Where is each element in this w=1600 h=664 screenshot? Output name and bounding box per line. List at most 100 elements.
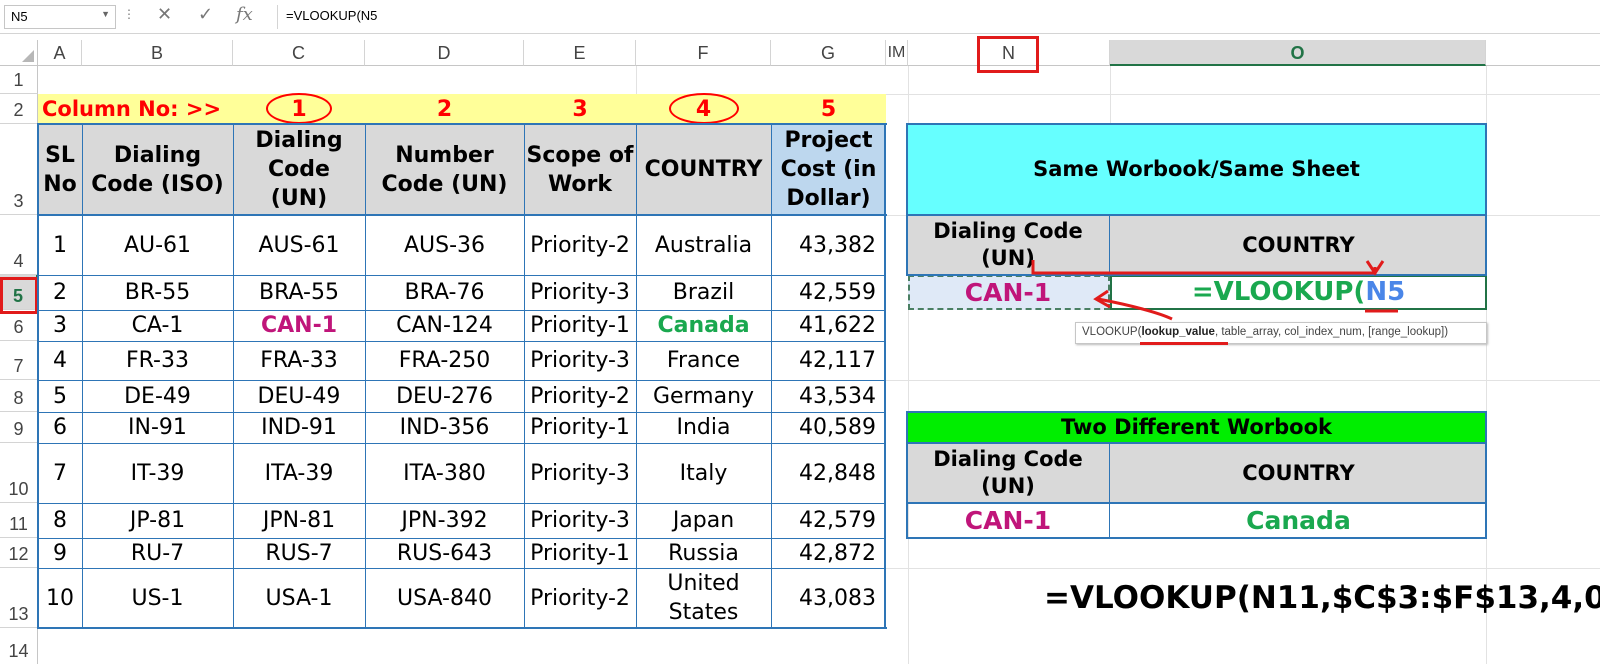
table-cell[interactable]: Priority-1	[530, 313, 630, 338]
table-cell[interactable]: 9	[53, 540, 67, 566]
column-header-o[interactable]: O	[1110, 40, 1486, 66]
table-cell[interactable]: 2	[53, 280, 67, 305]
table-cell[interactable]: 7	[53, 460, 67, 486]
row-header-8[interactable]: 8	[0, 380, 38, 412]
table-cell[interactable]: CA-1	[131, 313, 184, 338]
table-cell[interactable]: US-1	[131, 585, 184, 611]
table-cell[interactable]: United States	[667, 571, 740, 625]
enter-icon[interactable]: ✓	[198, 4, 214, 25]
table-cell[interactable]: Australia	[654, 232, 753, 258]
table-cell[interactable]: 43,382	[799, 232, 876, 258]
table-cell[interactable]: 1	[53, 232, 67, 258]
box2-result[interactable]: Canada	[1246, 506, 1351, 535]
row-header-1[interactable]: 1	[0, 66, 38, 94]
table-cell[interactable]: JPN-392	[401, 508, 488, 533]
table-cell[interactable]: 8	[53, 508, 67, 533]
row-header-4[interactable]: 4	[0, 215, 38, 275]
column-header-a[interactable]: A	[38, 40, 82, 66]
table-cell[interactable]: BR-55	[124, 280, 191, 305]
table-cell[interactable]: Priority-2	[530, 585, 630, 611]
column-header-e[interactable]: E	[524, 40, 636, 66]
table-cell[interactable]: Priority-3	[530, 348, 630, 373]
table-cell[interactable]: USA-840	[397, 585, 492, 611]
select-all-corner[interactable]	[0, 40, 38, 66]
cancel-icon[interactable]: ✕	[157, 4, 173, 25]
table-cell[interactable]: Priority-1	[530, 540, 630, 566]
table-cell[interactable]: CAN-1	[260, 313, 338, 338]
table-cell[interactable]: IN-91	[128, 415, 187, 440]
table-cell[interactable]: BRA-76	[404, 280, 485, 305]
table-cell[interactable]: 42,559	[799, 280, 876, 305]
table-cell[interactable]: ITA-380	[403, 460, 486, 486]
row-header-3[interactable]: 3	[0, 124, 38, 215]
table-cell[interactable]: Brazil	[672, 280, 735, 305]
table-cell[interactable]: USA-1	[265, 585, 333, 611]
column-header-im[interactable]: IM	[886, 40, 908, 66]
table-cell[interactable]: Japan	[672, 508, 735, 533]
table-cell[interactable]: 41,622	[799, 313, 876, 338]
table-cell[interactable]: 42,579	[799, 508, 876, 533]
box1-formula-cell[interactable]	[1110, 275, 1487, 310]
table-cell[interactable]: 42,848	[799, 460, 876, 486]
table-cell[interactable]: AUS-36	[403, 232, 486, 258]
formula-input[interactable]: =VLOOKUP(N5	[277, 5, 1597, 29]
table-cell[interactable]: DEU-276	[396, 383, 493, 409]
table-cell[interactable]: Italy	[679, 460, 728, 486]
box2-lookup-value[interactable]: CAN-1	[964, 506, 1052, 535]
table-cell[interactable]: 42,872	[799, 540, 876, 566]
chevron-down-icon[interactable]: ▼	[101, 9, 110, 19]
table-cell[interactable]: France	[666, 348, 741, 373]
table-cell[interactable]: DE-49	[124, 383, 191, 409]
table-cell[interactable]: FRA-250	[398, 348, 491, 373]
table-cell[interactable]: 4	[53, 348, 67, 373]
table-cell[interactable]: IND-356	[399, 415, 490, 440]
column-header-c[interactable]: C	[233, 40, 365, 66]
table-cell[interactable]: CAN-124	[396, 313, 493, 338]
column-header-b[interactable]: B	[82, 40, 233, 66]
row-header-6[interactable]: 6	[0, 310, 38, 341]
row-header-12[interactable]: 12	[0, 538, 38, 568]
table-cell[interactable]: Russia	[668, 540, 739, 566]
table-cell[interactable]: BRA-55	[259, 280, 339, 305]
table-cell[interactable]: RUS-643	[396, 540, 493, 566]
table-cell[interactable]: 43,534	[799, 383, 876, 409]
row-header-13[interactable]: 13	[0, 568, 38, 628]
row-header-14[interactable]: 14	[0, 628, 38, 664]
table-cell[interactable]: Priority-3	[530, 280, 630, 305]
table-cell[interactable]: RUS-7	[265, 540, 333, 566]
column-header-n[interactable]: N	[908, 40, 1110, 66]
table-cell[interactable]: India	[676, 415, 731, 440]
table-cell[interactable]: Priority-2	[530, 383, 630, 409]
table-cell[interactable]: AUS-61	[258, 232, 340, 258]
insert-function-icon[interactable]: fx	[236, 4, 253, 25]
table-cell[interactable]: 3	[53, 313, 67, 338]
table-cell[interactable]: RU-7	[130, 540, 185, 566]
table-cell[interactable]: Germany	[652, 383, 755, 409]
table-cell[interactable]: Priority-1	[530, 415, 630, 440]
table-cell[interactable]: 40,589	[799, 415, 876, 440]
table-cell[interactable]: IND-91	[261, 415, 337, 440]
table-cell[interactable]: 10	[46, 585, 74, 611]
tooltip-arg-lookup[interactable]: lookup_value	[1141, 326, 1215, 338]
table-cell[interactable]: 5	[53, 383, 67, 409]
table-cell[interactable]: ITA-39	[264, 460, 334, 486]
column-header-f[interactable]: F	[636, 40, 771, 66]
name-box[interactable]: N5 ▼	[4, 5, 116, 29]
row-header-10[interactable]: 10	[0, 443, 38, 503]
row-header-2[interactable]: 2	[0, 94, 38, 124]
table-cell[interactable]: AU-61	[123, 232, 192, 258]
table-cell[interactable]: Priority-3	[530, 508, 630, 533]
column-header-d[interactable]: D	[365, 40, 524, 66]
table-cell[interactable]: JP-81	[129, 508, 186, 533]
table-cell[interactable]: JPN-81	[262, 508, 336, 533]
table-cell[interactable]: DEU-49	[257, 383, 341, 409]
table-cell[interactable]: FRA-33	[260, 348, 338, 373]
table-cell[interactable]: IT-39	[130, 460, 185, 486]
table-cell[interactable]: Priority-3	[530, 460, 630, 486]
table-cell[interactable]: FR-33	[126, 348, 189, 373]
column-header-g[interactable]: G	[771, 40, 886, 66]
row-header-9[interactable]: 9	[0, 412, 38, 443]
row-header-11[interactable]: 11	[0, 503, 38, 538]
table-cell[interactable]: Canada	[657, 313, 750, 338]
table-cell[interactable]: 6	[53, 415, 67, 440]
